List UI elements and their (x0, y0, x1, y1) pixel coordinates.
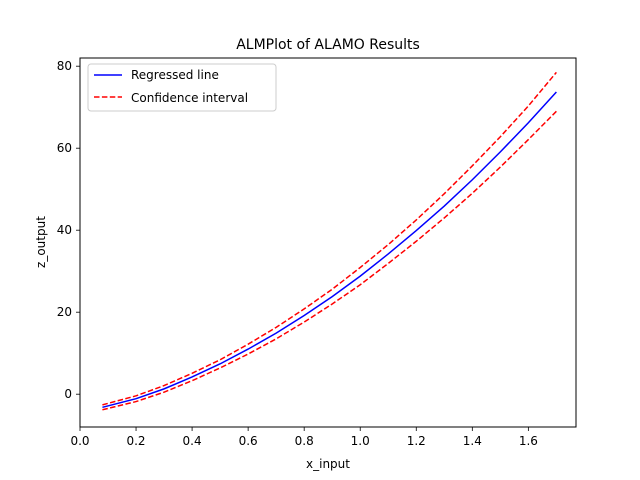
x-tick-label: 0.6 (239, 434, 258, 448)
plot-area (102, 71, 557, 411)
legend-box (87, 63, 277, 112)
y-tick-label: 40 (57, 223, 72, 237)
x-tick-label: 1.6 (519, 434, 538, 448)
tick-group: 0.0 0.2 0.4 0.6 0.8 1.0 1.2 1.4 1.6 0 20 40 60 80 (57, 59, 538, 448)
x-axis-label: x_input (306, 457, 350, 471)
x-tick-label: 1.0 (351, 434, 370, 448)
y-tick-label: 20 (57, 305, 72, 319)
x-tick-label: 1.2 (407, 434, 426, 448)
y-axis-label: z_output (34, 216, 48, 268)
legend: Regressed line Confidence interval (87, 63, 277, 112)
series-line-0 (102, 91, 557, 409)
x-tick-label: 0.0 (70, 434, 89, 448)
x-tick-label: 1.4 (463, 434, 482, 448)
series-line-2 (102, 110, 557, 411)
legend-label-confidence: Confidence interval (131, 91, 248, 105)
y-tick-label: 60 (57, 141, 72, 155)
x-tick-label: 0.2 (126, 434, 145, 448)
chart-title: ALMPlot of ALAMO Results (236, 37, 420, 53)
y-tick-label: 80 (57, 59, 72, 73)
y-tick-label: 0 (64, 387, 72, 401)
legend-label-regressed: Regressed line (131, 68, 219, 82)
x-tick-label: 0.8 (295, 434, 314, 448)
axes-frame (79, 57, 577, 428)
series-line-1 (102, 71, 557, 406)
x-tick-label: 0.4 (183, 434, 202, 448)
